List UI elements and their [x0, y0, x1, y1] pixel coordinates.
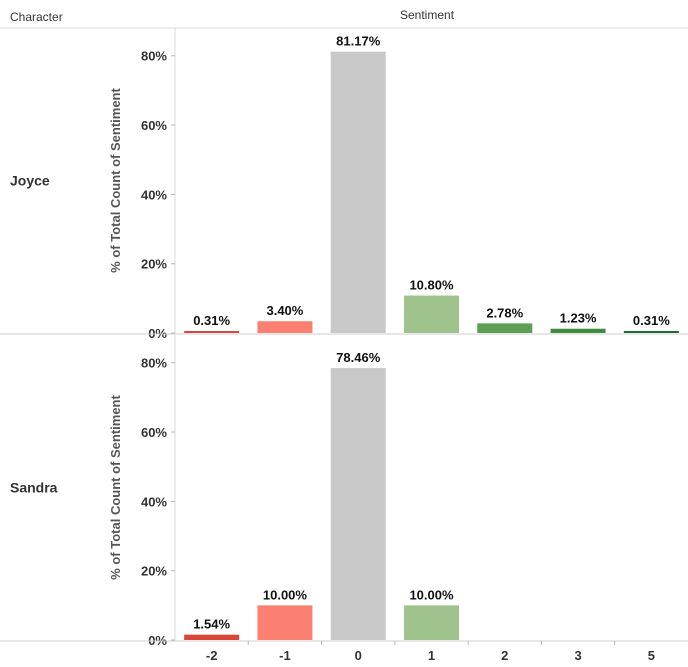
x-tick-label: 5	[648, 648, 655, 663]
y-tick-label: 40%	[141, 494, 167, 509]
y-tick-label: 40%	[141, 187, 167, 202]
character-label-joyce: Joyce	[10, 173, 50, 189]
x-tick-label: -1	[279, 648, 291, 663]
y-axis-title: % of Total Count of Sentiment	[108, 88, 123, 273]
bar-joyce-5	[623, 331, 679, 333]
data-label-sandra--1: 10.00%	[263, 587, 308, 602]
bar-joyce-0	[330, 51, 386, 334]
x-tick-label: 0	[355, 648, 362, 663]
y-tick-label: 60%	[141, 425, 167, 440]
row-header: Character	[10, 10, 63, 24]
data-label-sandra-1: 10.00%	[409, 587, 454, 602]
bar-sandra-1	[404, 605, 459, 640]
x-tick-label: 1	[428, 648, 435, 663]
data-label-sandra-0: 78.46%	[336, 350, 381, 365]
data-label-joyce-1: 10.80%	[409, 278, 454, 293]
bar-sandra--1	[257, 605, 313, 640]
bar-sandra--2	[184, 634, 240, 640]
character-label-sandra: Sandra	[10, 480, 58, 496]
x-tick-label: -2	[206, 648, 218, 663]
data-label-joyce-3: 1.23%	[560, 311, 597, 326]
y-tick-label: 80%	[141, 356, 167, 371]
bar-joyce--1	[257, 321, 313, 333]
x-tick-label: 3	[574, 648, 581, 663]
bar-joyce--2	[184, 331, 240, 333]
y-tick-label: 80%	[141, 49, 167, 64]
bar-sandra-0	[330, 368, 386, 640]
data-label-sandra--2: 1.54%	[193, 617, 230, 632]
bar-joyce-1	[404, 295, 459, 333]
y-tick-label: 60%	[141, 118, 167, 133]
data-label-joyce--1: 3.40%	[266, 303, 303, 318]
data-label-joyce-0: 81.17%	[336, 34, 381, 49]
x-tick-label: 2	[501, 648, 508, 663]
column-header: Sentiment	[400, 8, 455, 22]
y-axis-title: % of Total Count of Sentiment	[108, 395, 123, 580]
y-tick-label: 20%	[141, 564, 167, 579]
y-tick-label: 20%	[141, 257, 167, 272]
data-label-joyce-5: 0.31%	[633, 313, 670, 328]
data-label-joyce--2: 0.31%	[193, 313, 230, 328]
bar-joyce-3	[550, 328, 606, 333]
bar-joyce-2	[477, 323, 533, 333]
data-label-joyce-2: 2.78%	[486, 305, 523, 320]
